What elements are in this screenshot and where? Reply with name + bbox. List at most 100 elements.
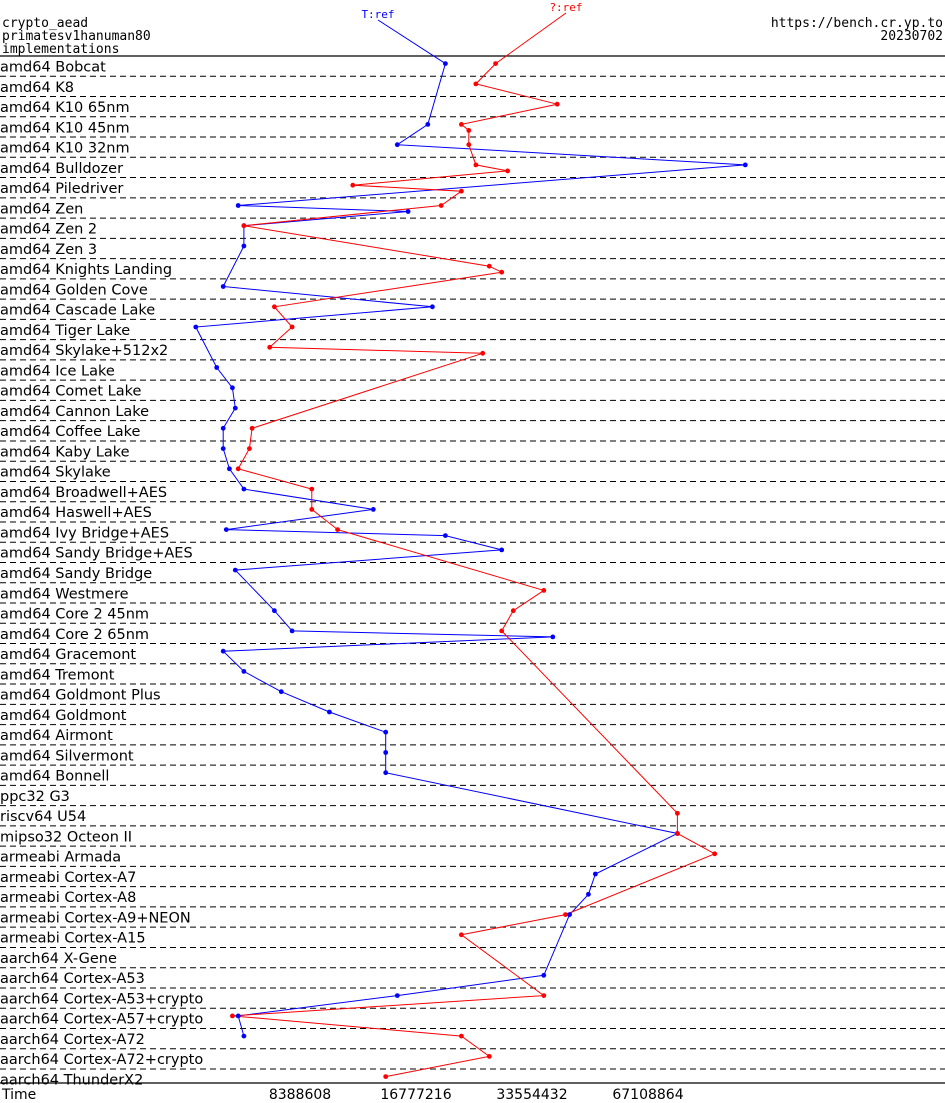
series-lines-layer	[195, 63, 746, 1078]
red-data-point	[272, 304, 277, 310]
red-data-point	[505, 168, 510, 174]
platform-label: amd64 Coffee Lake	[0, 424, 141, 440]
blue-data-point	[214, 365, 220, 370]
red-data-point	[309, 486, 315, 492]
blue-data-point	[241, 1033, 247, 1039]
platform-label: riscv64 U54	[0, 809, 86, 825]
x-tick-label: 8388608	[269, 1087, 331, 1103]
rows-layer: amd64 Bobcat amd64 K8 amd64 K10 65nm amd64 …	[0, 60, 945, 1089]
blue-data-point	[425, 122, 431, 127]
blue-data-point	[232, 405, 238, 411]
red-data-point	[486, 263, 492, 269]
red-data-point	[235, 466, 241, 472]
header-left-line-1: crypto_aead	[2, 16, 88, 31]
red-data-point	[249, 425, 255, 431]
red-series-label-leader	[495, 12, 567, 65]
blue-data-point	[550, 634, 556, 640]
blue-data-point	[430, 304, 435, 310]
platform-label: amd64 Cascade Lake	[0, 303, 155, 319]
platform-label: amd64 Silvermont	[0, 748, 134, 764]
platform-label: amd64 Tremont	[0, 667, 115, 683]
blue-data-point	[370, 507, 376, 512]
platform-label: amd64 K10 65nm	[0, 100, 130, 116]
platform-label: amd64 Bobcat	[0, 60, 106, 76]
header-right-line-2: 20230702	[880, 29, 943, 44]
red-data-point	[247, 446, 252, 451]
blue-data-point	[327, 709, 332, 715]
platform-label: armeabi Cortex-A7	[0, 870, 136, 886]
red-data-point	[466, 127, 472, 133]
platform-label: aarch64 Cortex-A53+crypto	[0, 992, 203, 1008]
red-data-point	[480, 350, 486, 356]
x-tick-label: 67108864	[612, 1087, 683, 1103]
header-left-line-2: primatesv1hanuman80	[2, 29, 151, 44]
platform-label: amd64 Zen 3	[0, 242, 97, 258]
blue-data-point	[230, 385, 235, 391]
blue-series-label: T:ref	[361, 8, 394, 21]
platform-label: amd64 Zen 2	[0, 222, 97, 238]
blue-data-point	[499, 547, 505, 553]
red-data-point	[230, 1013, 235, 1019]
blue-series-label-leader	[377, 19, 446, 65]
platform-label: amd64 Cannon Lake	[0, 404, 149, 420]
blue-data-point	[220, 284, 226, 289]
platform-label: amd64 Airmont	[0, 728, 113, 744]
red-data-point	[383, 1074, 389, 1079]
red-data-point	[459, 188, 464, 194]
platform-label: amd64 Ivy Bridge+AES	[0, 526, 169, 542]
platform-label: amd64 Skylake	[0, 465, 111, 481]
platform-label: amd64 Knights Landing	[0, 262, 172, 278]
platform-label: amd64 K10 45nm	[0, 120, 130, 136]
red-data-point	[309, 507, 315, 512]
red-data-point	[241, 223, 247, 229]
platform-label: ppc32 G3	[0, 789, 70, 805]
platform-label: amd64 Broadwell+AES	[0, 485, 167, 501]
blue-data-point	[272, 608, 277, 614]
blue-data-point	[394, 142, 400, 148]
red-data-point	[459, 1033, 464, 1039]
red-data-point	[466, 142, 472, 148]
platform-label: amd64 Zen	[0, 201, 83, 217]
blue-data-point	[235, 203, 241, 208]
blue-data-point	[289, 628, 295, 634]
platform-label: amd64 Goldmont	[0, 708, 127, 724]
red-data-point	[675, 810, 680, 816]
platform-label: amd64 Sandy Bridge	[0, 566, 152, 582]
blue-data-point	[232, 567, 238, 573]
blue-data-point	[567, 912, 572, 917]
blue-data-point	[220, 425, 226, 431]
platform-label: armeabi Cortex-A15	[0, 931, 146, 947]
blue-data-point	[593, 871, 598, 877]
platform-label: aarch64 Cortex-A72	[0, 1032, 145, 1048]
blue-data-point	[541, 972, 547, 978]
red-data-point	[438, 203, 444, 208]
red-data-point	[486, 1054, 492, 1059]
platform-label: amd64 Skylake+512x2	[0, 343, 168, 359]
x-tick-label: 33554432	[496, 1087, 567, 1103]
platform-label: amd64 Bulldozer	[0, 161, 123, 177]
blue-data-point	[235, 1013, 241, 1019]
platform-label: amd64 Gracemont	[0, 647, 136, 663]
blue-data-point	[742, 162, 748, 168]
platform-label: amd64 Core 2 45nm	[0, 607, 149, 623]
platform-label: armeabi Armada	[0, 850, 121, 866]
x-ticks-layer: 8388608 16777216 33554432 67108864	[269, 1087, 684, 1103]
platform-label: amd64 Bonnell	[0, 769, 109, 785]
blue-data-point	[193, 324, 199, 330]
red-data-point	[712, 851, 718, 857]
x-axis-label: Time	[1, 1087, 36, 1103]
platform-label: aarch64 ThunderX2	[0, 1073, 143, 1089]
red-data-point	[289, 324, 295, 330]
platform-label: amd64 Piledriver	[0, 181, 123, 197]
red-data-point	[335, 527, 340, 532]
red-data-point	[473, 162, 479, 168]
blue-data-point	[220, 446, 226, 451]
red-data-point	[459, 932, 464, 938]
platform-label: mipso32 Octeon II	[0, 829, 132, 845]
red-data-point	[541, 588, 547, 593]
red-data-point	[499, 628, 505, 634]
red-data-point	[541, 993, 547, 998]
platform-label: amd64 Goldmont Plus	[0, 688, 161, 704]
platform-label: amd64 Comet Lake	[0, 384, 141, 400]
platform-label: amd64 Haswell+AES	[0, 505, 152, 521]
